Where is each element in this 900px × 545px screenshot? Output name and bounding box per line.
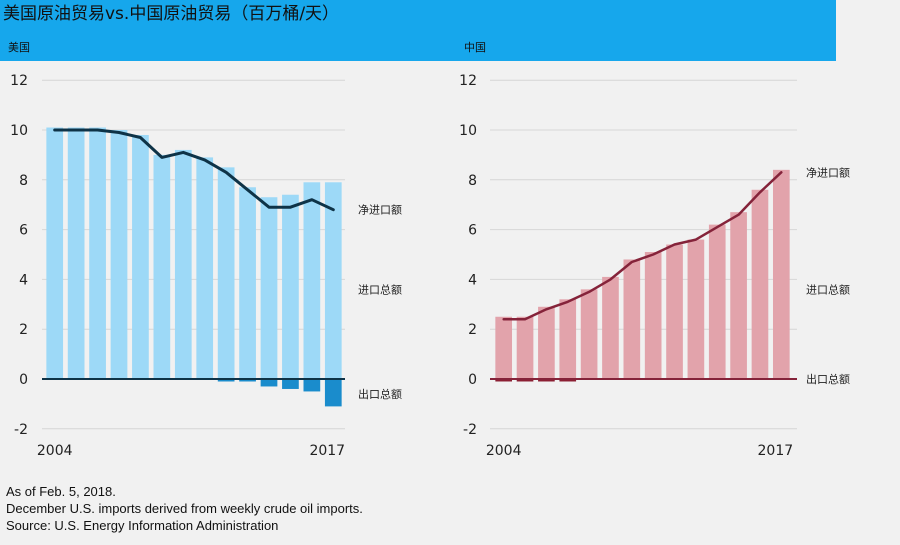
- us-imports-bar: [46, 127, 64, 379]
- china-label-total-exports: 出口总额: [806, 372, 850, 386]
- us-y-tick-label: 10: [10, 123, 28, 139]
- chart-title: 美国原油贸易vs.中国原油贸易（百万桶/天）: [3, 4, 340, 24]
- china-x-tick-label: 2004: [486, 443, 522, 459]
- china-imports-bar: [666, 244, 683, 379]
- us-imports-bar: [239, 187, 256, 379]
- us-y-tick-label: -2: [14, 422, 28, 438]
- china-imports-bar: [644, 252, 662, 379]
- footnotes: As of Feb. 5, 2018. December U.S. import…: [6, 483, 363, 534]
- us-imports-bar: [324, 182, 342, 379]
- china-exports-bar: [538, 379, 555, 382]
- us-y-tick-label: 12: [10, 73, 28, 89]
- us-y-tick-label: 4: [19, 272, 28, 288]
- china-imports-bar: [623, 259, 641, 379]
- us-x-tick-label: 2017: [309, 443, 345, 459]
- china-imports-bar: [516, 316, 534, 379]
- china-y-tick-label: 4: [468, 272, 477, 288]
- china-y-tick-label: 0: [468, 372, 477, 388]
- us-net-imports-line: [53, 128, 335, 212]
- note-method: December U.S. imports derived from weekl…: [6, 501, 363, 516]
- china-label-net-imports: 净进口额: [806, 165, 850, 179]
- china-x-tick-label: 2017: [758, 443, 794, 459]
- note-source: Source: U.S. Energy Information Administ…: [6, 518, 279, 533]
- china-imports-bar: [772, 169, 790, 379]
- title-banner: 美国原油贸易vs.中国原油贸易（百万桶/天）: [0, 0, 836, 61]
- china-imports-bar: [602, 276, 619, 379]
- china-imports-bar: [687, 239, 705, 379]
- china-y-tick-label: 12: [459, 73, 477, 89]
- china-imports-bar: [708, 224, 726, 379]
- us-label-total-imports: 进口总额: [358, 282, 402, 296]
- china-y-tick-label: 6: [468, 223, 477, 239]
- us-exports-bar: [324, 379, 342, 407]
- us-imports-bar: [132, 134, 149, 379]
- us-imports-bar: [303, 182, 321, 379]
- us-y-tick-label: 6: [19, 223, 28, 239]
- china-exports-bar: [559, 379, 577, 382]
- us-y-tick-label: 8: [19, 173, 28, 189]
- china-y-tick-label: 2: [468, 322, 477, 338]
- china-y-tick-label: 10: [459, 123, 477, 139]
- us-imports-bar: [89, 127, 106, 379]
- us-imports-bar: [196, 157, 214, 379]
- china-y-tick-label: -2: [463, 422, 477, 438]
- us-label-net-imports: 净进口额: [358, 203, 402, 217]
- us-y-tick-label: 2: [19, 322, 28, 338]
- us-imports-bar: [67, 127, 85, 379]
- china-imports-bar: [495, 316, 513, 379]
- china-exports-bar: [516, 379, 534, 382]
- us-y-tick-label: 0: [19, 372, 28, 388]
- china-label-total-imports: 进口总额: [806, 282, 850, 296]
- panel-label-china: 中国: [464, 41, 486, 54]
- us-imports-bar: [110, 130, 128, 379]
- us-label-total-exports: 出口总额: [358, 387, 402, 401]
- us-exports-bar: [217, 379, 235, 382]
- us-x-tick-label: 2004: [37, 443, 73, 459]
- us-exports-bar: [303, 379, 321, 392]
- us-imports-bar: [217, 167, 235, 379]
- china-net-imports-line: [502, 171, 783, 321]
- us-imports-bar: [282, 194, 299, 379]
- us-imports-bar: [260, 197, 278, 379]
- note-date: As of Feb. 5, 2018.: [6, 484, 116, 499]
- us-imports-bar: [153, 154, 171, 379]
- us-exports-bar: [260, 379, 278, 387]
- us-exports-bar: [239, 379, 256, 382]
- china-imports-bar: [580, 289, 598, 379]
- us-imports-bar: [174, 149, 192, 379]
- china-imports-bar: [559, 299, 577, 379]
- china-imports-bar: [751, 189, 769, 379]
- china-y-tick-label: 8: [468, 173, 477, 189]
- china-imports-bar: [730, 212, 747, 379]
- china-exports-bar: [495, 379, 513, 382]
- us-exports-bar: [282, 379, 299, 389]
- china-imports-bar: [538, 306, 555, 379]
- panel-label-us: 美国: [8, 41, 30, 54]
